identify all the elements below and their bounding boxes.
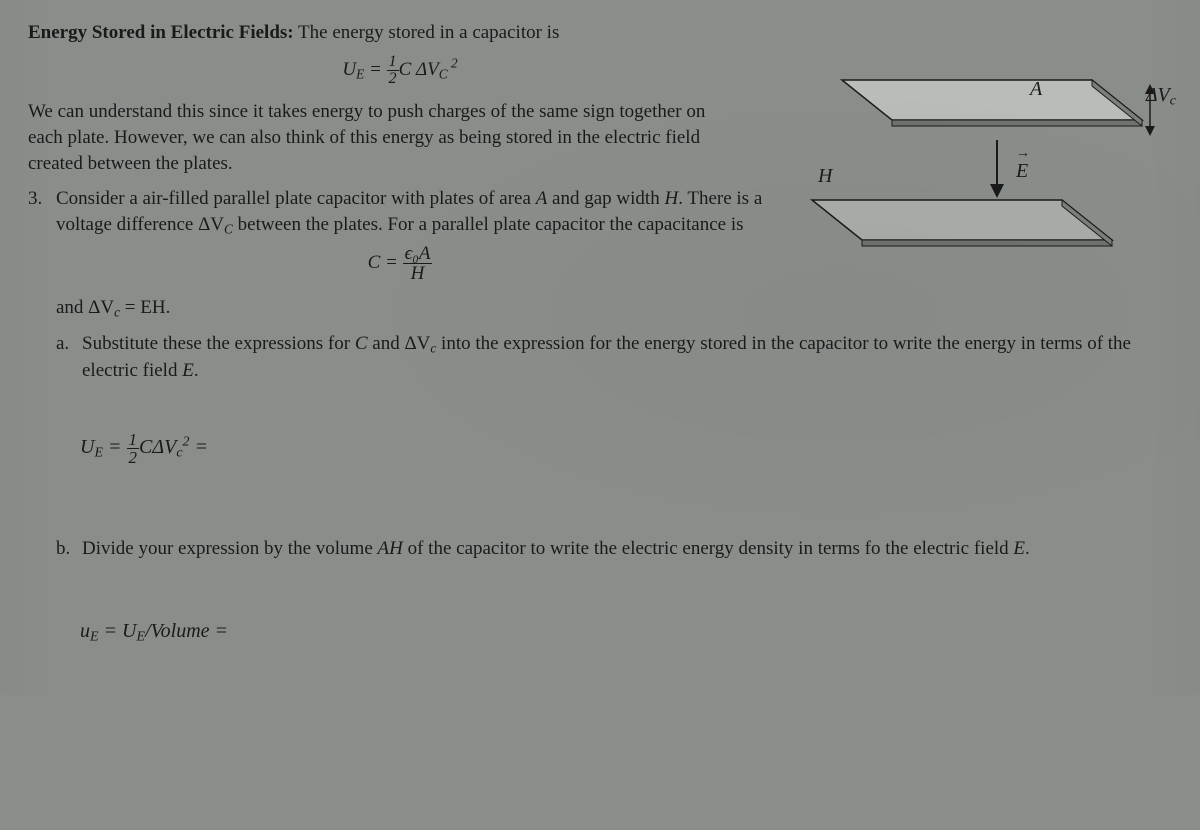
- capacitor-diagram: A ΔVc H E: [772, 50, 1172, 260]
- diagram-label-A: A: [1030, 78, 1042, 101]
- qa-number: a.: [56, 331, 82, 383]
- question-3a: a. Substitute these the expressions for …: [56, 331, 1172, 383]
- diagram-label-dVc: ΔVc: [1146, 84, 1176, 110]
- q3-number: 3.: [28, 186, 56, 238]
- question-3b: b. Divide your expression by the volume …: [56, 536, 1172, 562]
- q3-text: Consider a air-filled parallel plate cap…: [56, 186, 788, 238]
- section-title: Energy Stored in Electric Fields: The en…: [28, 22, 1172, 44]
- equation-3b: uE = UE/Volume =: [80, 620, 1172, 646]
- diagram-label-E: E: [1016, 160, 1028, 183]
- equation-3a: UE = 12CΔVc2 =: [80, 431, 1172, 466]
- qb-text: Divide your expression by the volume AH …: [82, 536, 1030, 562]
- diagram-label-H: H: [818, 165, 832, 188]
- title-bold: Energy Stored in Electric Fields:: [28, 22, 294, 43]
- qa-text: Substitute these the expressions for C a…: [82, 331, 1162, 383]
- and-deltav: and ΔVc = EH.: [56, 295, 756, 321]
- question-3: 3. Consider a air-filled parallel plate …: [28, 186, 788, 238]
- para-explanation: We can understand this since it takes en…: [28, 99, 728, 176]
- qb-number: b.: [56, 536, 82, 562]
- title-rest: The energy stored in a capacitor is: [294, 22, 560, 43]
